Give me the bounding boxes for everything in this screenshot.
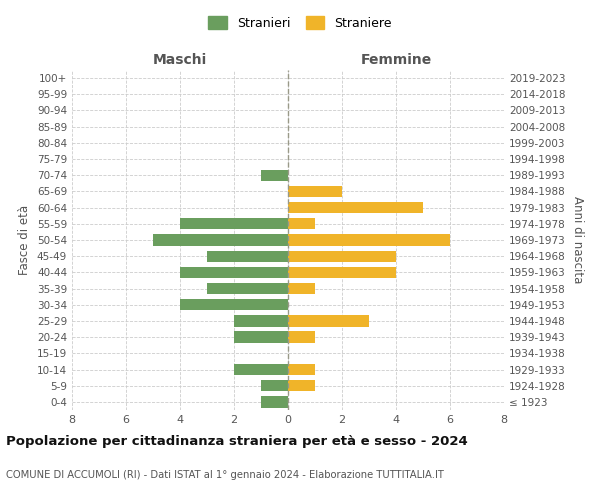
Bar [288,266,396,278]
Bar [288,380,315,392]
Bar [180,266,288,278]
Bar [234,332,288,343]
Bar [288,250,396,262]
Bar [288,186,342,197]
Bar [288,202,423,213]
Text: Popolazione per cittadinanza straniera per età e sesso - 2024: Popolazione per cittadinanza straniera p… [6,435,468,448]
Text: Femmine: Femmine [361,53,431,67]
Bar [288,283,315,294]
Bar [288,218,315,230]
Bar [207,283,288,294]
Bar [234,316,288,326]
Bar [288,234,450,246]
Bar [207,250,288,262]
Y-axis label: Anni di nascita: Anni di nascita [571,196,584,284]
Bar [261,380,288,392]
Bar [234,364,288,375]
Bar [288,364,315,375]
Text: Maschi: Maschi [153,53,207,67]
Bar [153,234,288,246]
Bar [180,299,288,310]
Bar [261,170,288,181]
Bar [261,396,288,407]
Bar [180,218,288,230]
Legend: Stranieri, Straniere: Stranieri, Straniere [203,11,397,35]
Text: COMUNE DI ACCUMOLI (RI) - Dati ISTAT al 1° gennaio 2024 - Elaborazione TUTTITALI: COMUNE DI ACCUMOLI (RI) - Dati ISTAT al … [6,470,444,480]
Bar [288,332,315,343]
Bar [288,316,369,326]
Y-axis label: Fasce di età: Fasce di età [19,205,31,275]
